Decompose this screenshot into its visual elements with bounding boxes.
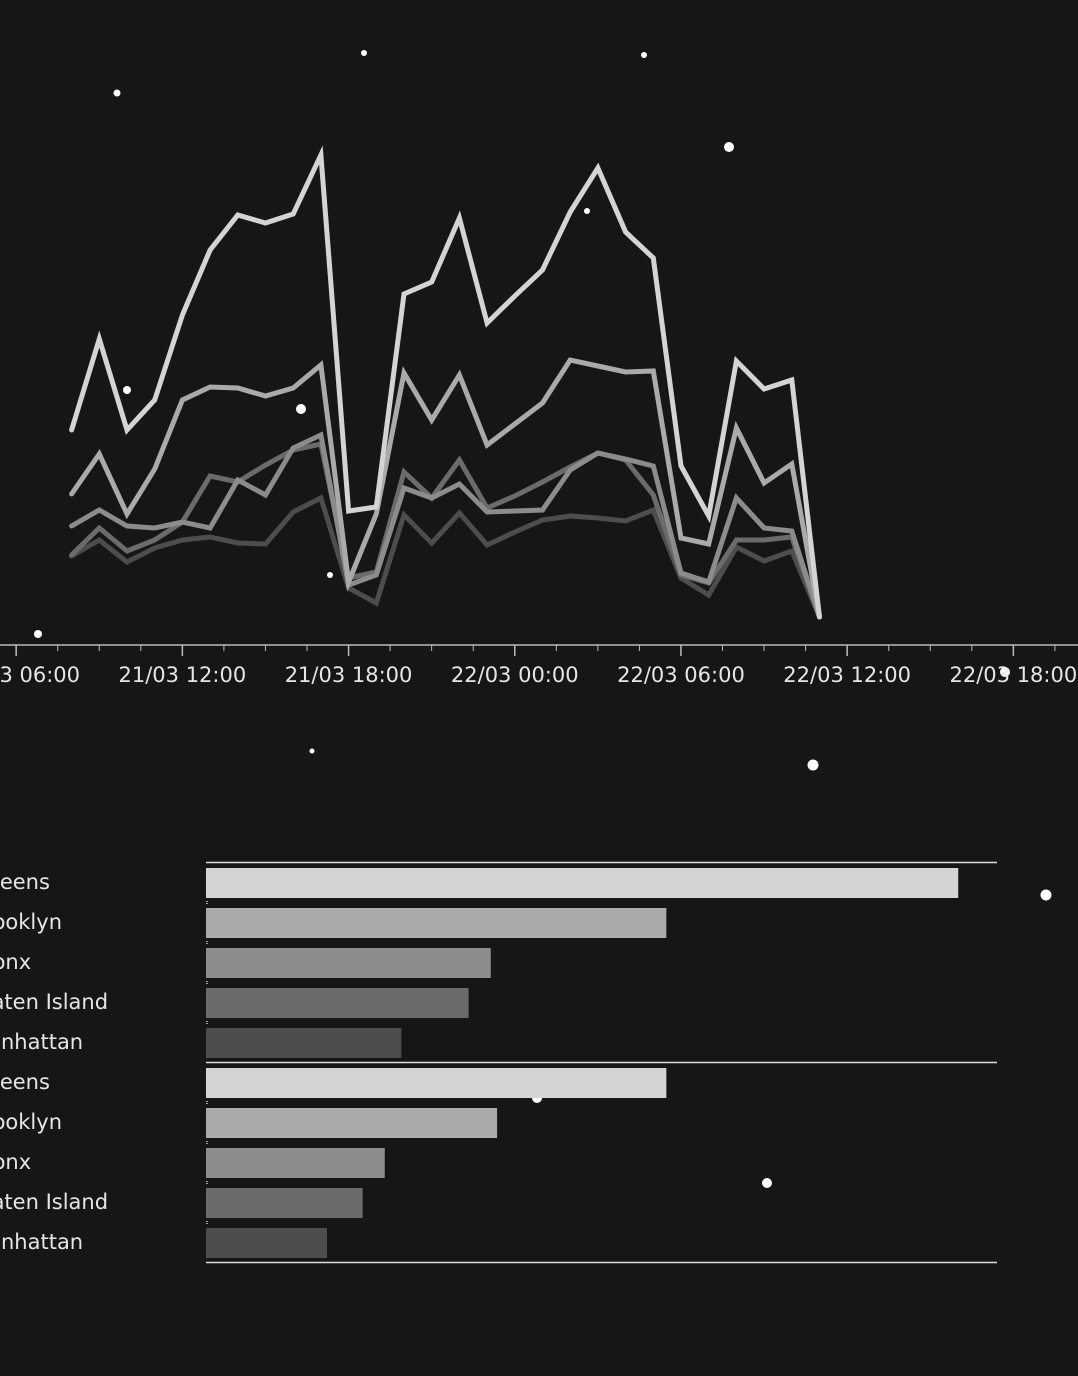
category-label: Queens [0,870,50,894]
bar [206,1188,363,1218]
category-label: Bronx [0,950,31,974]
x-tick-label: 22/03 12:00 [783,663,911,687]
dot [1040,889,1052,901]
series-line [69,357,822,620]
category-label: Staten Island [0,1190,108,1214]
x-tick-label: 22/03 00:00 [451,663,579,687]
bar [206,1028,402,1058]
bar [206,948,491,978]
series-line [69,431,822,620]
dot [123,386,131,394]
x-tick-label: 21/03 12:00 [119,663,247,687]
x-tick-label: 21/03 06:00 [0,663,80,687]
category-label: Bronx [0,1150,31,1174]
dot [724,142,734,152]
category-label: Manhattan [0,1230,83,1254]
category-label: Manhattan [0,1030,83,1054]
dot [807,759,819,771]
category-label: Staten Island [0,990,108,1014]
dot [309,748,315,754]
category-label: Queens [0,1070,50,1094]
dot [34,630,42,638]
dot [327,572,333,578]
dot [641,52,647,58]
dot [762,1178,772,1188]
series-line [69,145,822,620]
dot [296,404,306,414]
series-line [69,494,822,620]
x-tick-label: 22/03 06:00 [617,663,745,687]
category-label: Brooklyn [0,1110,62,1134]
bar [206,1108,498,1138]
bar [206,908,667,938]
x-tick-label: 22/03 18:00 [950,663,1078,687]
category-label: Brooklyn [0,910,62,934]
bar [206,1228,328,1258]
dot [113,89,121,97]
bar [206,868,959,898]
dot [1000,667,1010,677]
bar [206,1148,385,1178]
dot [361,50,367,56]
bar [206,988,469,1018]
x-tick-label: 21/03 18:00 [285,663,413,687]
dot [584,208,590,214]
bar [206,1068,667,1098]
